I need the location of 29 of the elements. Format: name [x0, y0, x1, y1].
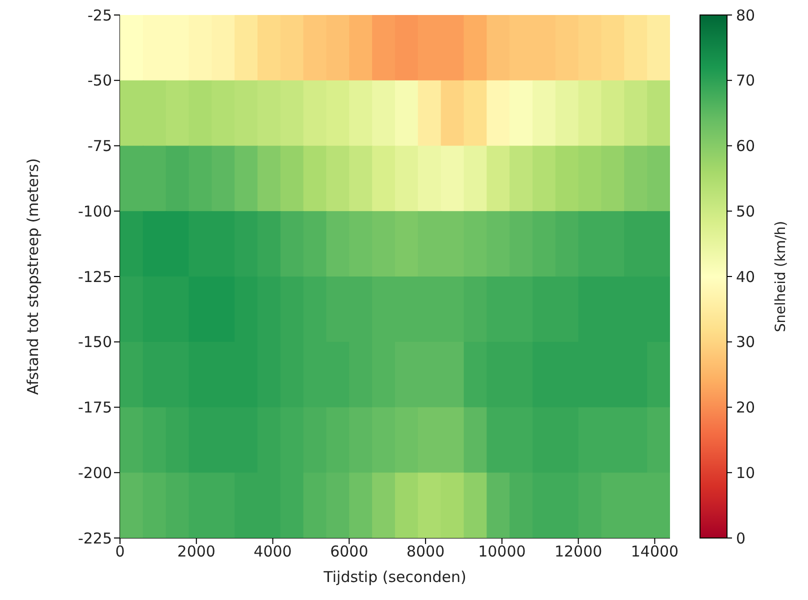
y-tick-label: -200: [78, 464, 112, 482]
x-tick-label: 14000: [630, 542, 679, 561]
color-bar-title: Snelheid (km/h): [773, 220, 789, 332]
color-bar-label: 10: [736, 464, 756, 482]
y-tick-label: -100: [78, 202, 112, 220]
y-axis-title: Afstand tot stopstreep (meters): [24, 158, 42, 395]
x-tick-label: 10000: [478, 542, 526, 561]
x-tick-label: 4000: [254, 542, 292, 561]
x-tick-label: 2000: [177, 542, 216, 561]
y-tick-label: -50: [88, 72, 112, 90]
color-bar-label: 60: [736, 137, 756, 155]
color-bar-label: 20: [736, 398, 756, 416]
x-tick-label: 6000: [330, 542, 368, 561]
color-bar-label: 30: [736, 333, 756, 352]
y-tick-label: -150: [78, 333, 112, 352]
x-tick-label: 0: [115, 542, 125, 561]
color-bar-label: 40: [736, 268, 756, 286]
x-tick-label: 12000: [554, 542, 602, 561]
color-bar-label: 50: [736, 202, 756, 220]
y-tick-label: -225: [78, 529, 112, 548]
y-tick-label: -175: [78, 398, 112, 417]
x-tick-label: 8000: [406, 542, 445, 561]
y-tick-label: -75: [88, 137, 112, 156]
x-axis-title: Tijdstip (seconden): [322, 568, 466, 586]
color-bar-label: 70: [736, 72, 756, 90]
color-bar-label: 80: [736, 6, 756, 24]
y-tick-label: -125: [78, 268, 112, 286]
y-tick-label: -25: [88, 6, 112, 24]
color-bar-label: 0: [736, 529, 746, 548]
